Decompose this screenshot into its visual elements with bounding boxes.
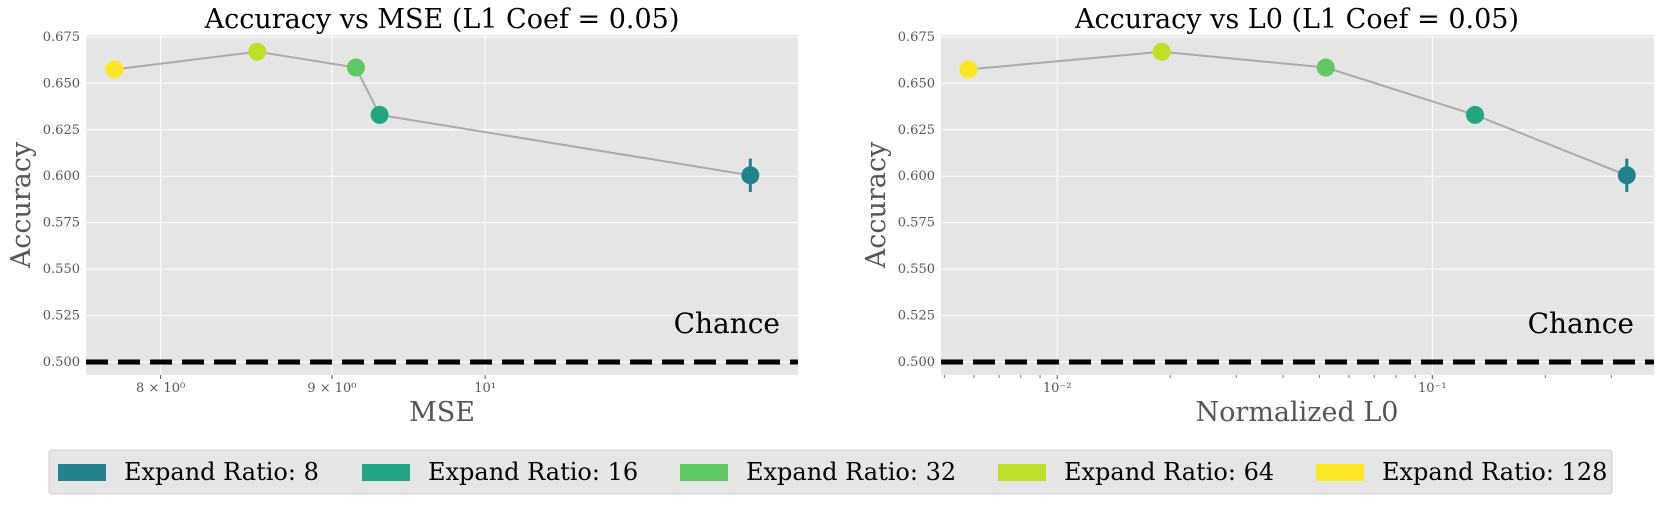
chance-label: Chance [674, 307, 780, 340]
x-tick-label: 10⁻² [1043, 381, 1072, 396]
y-tick-label: 0.550 [898, 262, 935, 277]
legend-frame [48, 449, 1613, 495]
plot-area [941, 35, 1654, 375]
y-tick-label: 0.625 [898, 123, 935, 138]
data-point [1152, 42, 1171, 61]
series [959, 42, 1636, 192]
legend-label: Expand Ratio: 128 [1382, 458, 1607, 486]
y-tick-label: 0.650 [43, 76, 80, 91]
x-tick-label: 10¹ [474, 381, 496, 396]
x-tick-label: 8 × 10⁰ [136, 381, 185, 396]
tick-labels: 0.500 0.525 0.550 0.575 0.600 0.625 0.650 0.675… [43, 30, 496, 396]
y-tick-label: 0.600 [898, 169, 935, 184]
legend-swatch [362, 464, 410, 481]
y-tick-label: 0.500 [43, 355, 80, 370]
data-point [959, 60, 978, 79]
y-tick-label: 0.550 [43, 262, 80, 277]
tick-labels: 0.500 0.525 0.550 0.575 0.600 0.625 0.650 0.675… [898, 30, 1447, 396]
chance-label: Chance [1528, 307, 1634, 340]
legend-label: Expand Ratio: 8 [124, 458, 319, 486]
y-tick-label: 0.525 [43, 309, 80, 324]
data-point [105, 60, 124, 79]
series [105, 42, 760, 192]
x-axis-label: Normalized L0 [1196, 397, 1399, 428]
data-point [741, 166, 760, 185]
legend-swatch [998, 464, 1046, 481]
legend-swatch [58, 464, 106, 481]
data-point [1316, 58, 1335, 77]
y-axis-label: Accuracy [6, 141, 37, 269]
legend: Expand Ratio: 8 Expand Ratio: 16 Expand Ra… [48, 449, 1613, 495]
y-tick-label: 0.500 [898, 355, 935, 370]
chart-title: Accuracy vs L0 (L1 Coef = 0.05) [1074, 4, 1519, 35]
data-point [346, 58, 365, 77]
x-axis-label: MSE [409, 397, 475, 428]
y-tick-label: 0.600 [43, 169, 80, 184]
data-point [370, 105, 389, 124]
legend-swatch [1316, 464, 1364, 481]
y-tick-label: 0.675 [43, 30, 80, 45]
data-point [1466, 105, 1485, 124]
chart-title: Accuracy vs MSE (L1 Coef = 0.05) [204, 4, 680, 35]
legend-label: Expand Ratio: 16 [428, 458, 638, 486]
chart-accuracy-vs-l0: Chance 0.500 0.525 0.550 0.575 0.600 0.625 0.6… [861, 4, 1654, 428]
legend-label: Expand Ratio: 64 [1064, 458, 1274, 486]
y-tick-label: 0.575 [43, 216, 80, 231]
data-point [248, 42, 267, 61]
grid [86, 35, 798, 379]
y-tick-label: 0.625 [43, 123, 80, 138]
y-tick-label: 0.650 [898, 76, 935, 91]
data-point [1617, 166, 1636, 185]
x-tick-label: 9 × 10⁰ [307, 381, 356, 396]
legend-swatch [680, 464, 728, 481]
chart-accuracy-vs-mse: Chance 0.500 0.525 0.550 0.575 0.600 0.625 0.6… [6, 4, 798, 428]
y-tick-label: 0.575 [898, 216, 935, 231]
y-tick-label: 0.525 [898, 309, 935, 324]
y-tick-label: 0.675 [898, 30, 935, 45]
y-axis-label: Accuracy [861, 141, 892, 269]
legend-label: Expand Ratio: 32 [746, 458, 956, 486]
x-tick-label: 10⁻¹ [1418, 381, 1447, 396]
plot-area [86, 35, 798, 375]
